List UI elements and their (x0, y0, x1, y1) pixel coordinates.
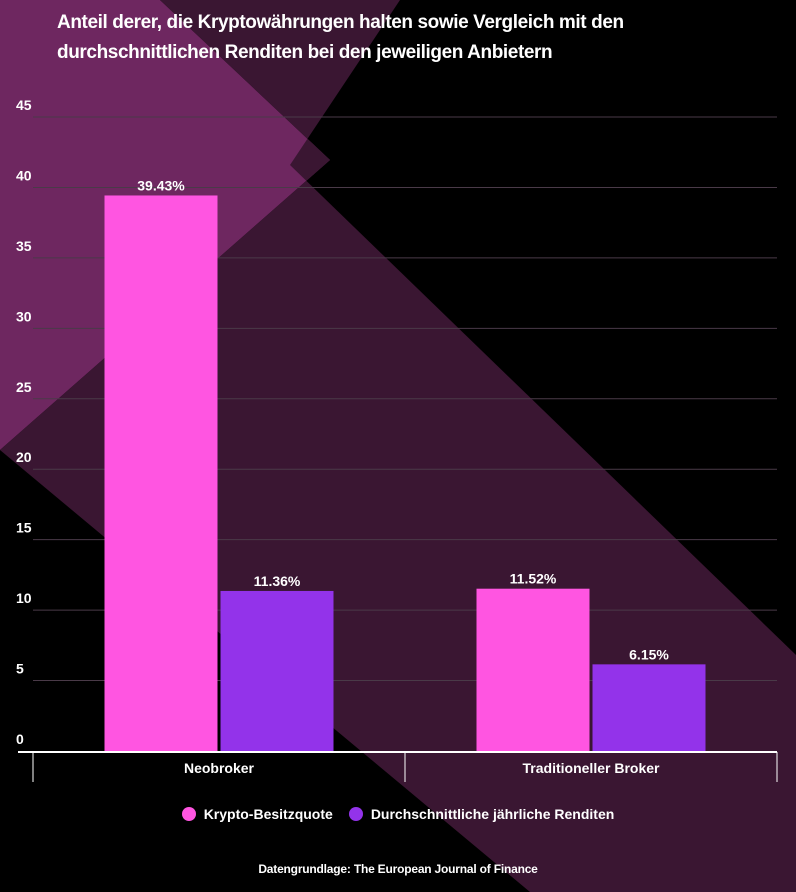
legend-label-renditen: Durchschnittliche jährliche Renditen (370, 806, 615, 822)
x-tick-label: Neobroker (184, 760, 255, 776)
y-tick-label: 15 (16, 520, 32, 536)
data-labels: 39.43% 11.36% 11.52% 6.15% (137, 177, 669, 662)
y-tick-label: 25 (16, 379, 32, 395)
data-label: 11.36% (254, 573, 301, 589)
bar[interactable] (104, 195, 218, 752)
bar[interactable] (476, 588, 590, 751)
legend: Krypto-Besitzquote Durchschnittliche jäh… (0, 803, 796, 825)
y-tick-label: 0 (16, 731, 24, 747)
legend-item-renditen[interactable]: Durchschnittliche jährliche Renditen (348, 806, 615, 822)
y-tick-label: 40 (16, 167, 32, 183)
y-tick-label: 30 (16, 308, 32, 324)
x-tick-label: Traditioneller Broker (523, 760, 660, 776)
y-tick-label: 5 (16, 661, 24, 677)
bar[interactable] (592, 664, 706, 751)
data-label: 6.15% (629, 646, 669, 662)
legend-swatch-krypto-besitzquote (181, 807, 196, 821)
source-note: Datengrundlage: The European Journal of … (258, 862, 538, 876)
x-axis: Neobroker Traditioneller Broker (18, 751, 778, 782)
y-tick-label: 35 (16, 238, 32, 254)
legend-item-krypto-besitzquote[interactable]: Krypto-Besitzquote (181, 806, 333, 822)
y-tick-label: 10 (16, 590, 32, 606)
y-tick-label: 20 (16, 449, 32, 465)
y-tick-label: 45 (16, 97, 32, 113)
data-label: 11.52% (510, 571, 557, 587)
legend-label-krypto-besitzquote: Krypto-Besitzquote (203, 806, 333, 822)
y-axis-ticks: 0 5 10 15 20 25 30 35 40 45 (16, 97, 32, 747)
chart-title: Anteil derer, die Kryptowährungen halten… (57, 12, 624, 63)
data-label: 39.43% (137, 177, 185, 193)
bars (104, 195, 706, 752)
bar[interactable] (220, 590, 334, 751)
legend-swatch-renditen (348, 807, 363, 821)
